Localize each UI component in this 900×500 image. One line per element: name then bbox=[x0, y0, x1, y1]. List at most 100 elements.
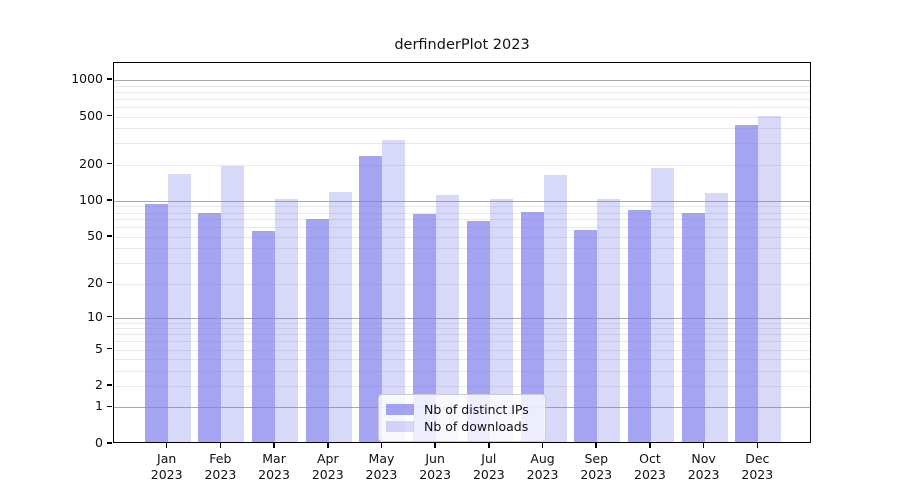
y-tick-label: 0 bbox=[95, 435, 103, 450]
minor-gridline bbox=[114, 248, 810, 250]
x-tick-label-aug: Aug 2023 bbox=[526, 451, 559, 482]
y-tick-label: 20 bbox=[87, 274, 103, 290]
bar-downloads-jan bbox=[167, 173, 191, 442]
y-tick-mark bbox=[107, 347, 112, 350]
y-tick-mark bbox=[107, 315, 112, 318]
x-tick-mark bbox=[488, 443, 490, 448]
x-tick-mark bbox=[434, 443, 436, 448]
x-tick-mark bbox=[219, 443, 222, 448]
minor-gridline bbox=[114, 349, 810, 351]
legend-label-distinct-ips: Nb of distinct IPs bbox=[424, 402, 529, 417]
chart-title: derfinderPlot 2023 bbox=[394, 37, 530, 53]
x-tick-label-jul: Jul 2023 bbox=[472, 451, 505, 482]
y-tick-mark bbox=[107, 78, 112, 80]
bar-downloads-dec bbox=[758, 115, 782, 442]
minor-gridline bbox=[114, 98, 810, 100]
y-tick-mark bbox=[107, 384, 112, 386]
y-tick-label: 1 bbox=[95, 398, 103, 414]
y-tick-label: 100 bbox=[79, 191, 103, 207]
minor-gridline bbox=[114, 322, 810, 324]
bar-distinct-ips-mar bbox=[252, 230, 276, 442]
y-tick-label: 500 bbox=[79, 107, 103, 123]
bar-downloads-feb bbox=[221, 165, 245, 442]
y-tick-label: 10 bbox=[87, 308, 103, 324]
bar-downloads-sep bbox=[597, 198, 621, 442]
x-tick-label-sep: Sep 2023 bbox=[580, 451, 613, 482]
x-tick-mark bbox=[702, 443, 705, 448]
x-tick-label-nov: Nov 2023 bbox=[687, 451, 720, 482]
minor-gridline bbox=[114, 236, 810, 238]
minor-gridline bbox=[114, 370, 810, 372]
bar-downloads-jun bbox=[436, 194, 460, 442]
bar-distinct-ips-feb bbox=[198, 212, 222, 442]
minor-gridline bbox=[114, 212, 810, 214]
minor-gridline bbox=[114, 328, 810, 330]
bar-distinct-ips-aug bbox=[520, 211, 544, 442]
y-tick-mark bbox=[107, 442, 112, 444]
minor-gridline bbox=[114, 219, 810, 221]
bar-distinct-ips-oct bbox=[627, 209, 651, 442]
minor-gridline bbox=[114, 106, 810, 108]
bar-distinct-ips-jan bbox=[144, 204, 168, 442]
x-tick-mark bbox=[541, 443, 544, 448]
bar-distinct-ips-apr bbox=[305, 218, 329, 442]
x-tick-label-mar: Mar 2023 bbox=[258, 451, 290, 482]
x-tick-mark bbox=[273, 443, 275, 448]
minor-gridline bbox=[114, 143, 810, 145]
minor-gridline bbox=[114, 386, 810, 388]
x-tick-mark bbox=[380, 443, 383, 448]
x-tick-mark bbox=[649, 443, 651, 448]
x-tick-mark bbox=[756, 443, 759, 448]
minor-gridline bbox=[114, 91, 810, 93]
legend-item-downloads: Nb of downloads bbox=[386, 419, 537, 434]
bar-distinct-ips-sep bbox=[574, 229, 598, 442]
bar-downloads-oct bbox=[650, 168, 674, 442]
minor-gridline bbox=[114, 206, 810, 208]
bar-distinct-ips-may bbox=[359, 156, 383, 442]
minor-gridline bbox=[114, 85, 810, 87]
y-tick-label: 2 bbox=[95, 377, 103, 393]
y-tick-mark bbox=[107, 235, 112, 237]
minor-gridline bbox=[114, 128, 810, 130]
y-tick-label: 1000 bbox=[71, 71, 103, 87]
x-tick-label-apr: Apr 2023 bbox=[311, 451, 344, 482]
major-gridline bbox=[114, 80, 810, 82]
x-tick-mark bbox=[165, 443, 168, 448]
minor-gridline bbox=[114, 116, 810, 118]
minor-gridline bbox=[114, 341, 810, 343]
x-tick-label-may: May 2023 bbox=[365, 451, 398, 482]
bar-downloads-jul bbox=[489, 198, 513, 442]
y-tick-label: 50 bbox=[87, 227, 103, 243]
y-tick-label: 200 bbox=[79, 155, 103, 171]
bar-downloads-may bbox=[382, 139, 406, 442]
x-tick-mark bbox=[595, 443, 597, 448]
bar-downloads-apr bbox=[328, 192, 352, 442]
x-tick-mark bbox=[327, 443, 329, 448]
x-tick-label-jan: Jan 2023 bbox=[150, 451, 183, 482]
bar-downloads-mar bbox=[275, 199, 299, 442]
y-tick-mark bbox=[107, 405, 112, 408]
plot-area bbox=[113, 62, 811, 443]
legend-swatch-distinct-ips-icon bbox=[386, 404, 414, 415]
y-tick-mark bbox=[107, 162, 112, 165]
y-tick-label: 5 bbox=[95, 340, 103, 356]
major-gridline bbox=[114, 200, 810, 202]
minor-gridline bbox=[114, 164, 810, 166]
minor-gridline bbox=[114, 227, 810, 229]
y-tick-mark bbox=[107, 281, 112, 284]
x-tick-label-jun: Jun 2023 bbox=[419, 451, 452, 482]
bar-distinct-ips-dec bbox=[735, 124, 759, 442]
bar-distinct-ips-nov bbox=[681, 213, 705, 442]
minor-gridline bbox=[114, 263, 810, 265]
legend: Nb of distinct IPs Nb of downloads bbox=[378, 394, 546, 442]
minor-gridline bbox=[114, 283, 810, 285]
major-gridline bbox=[114, 317, 810, 319]
y-tick-mark bbox=[107, 199, 112, 201]
minor-gridline bbox=[114, 359, 810, 361]
legend-swatch-downloads-icon bbox=[386, 421, 414, 432]
bar-distinct-ips-jul bbox=[466, 220, 490, 442]
x-tick-label-dec: Dec 2023 bbox=[741, 451, 774, 482]
x-tick-label-feb: Feb 2023 bbox=[204, 451, 237, 482]
legend-item-distinct-ips: Nb of distinct IPs bbox=[386, 402, 537, 417]
